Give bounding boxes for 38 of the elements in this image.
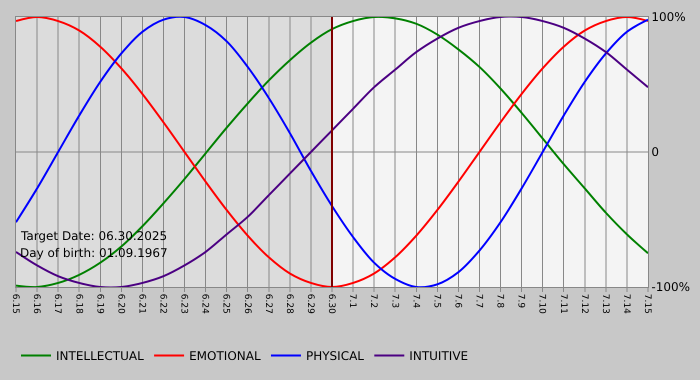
x-tick-label: 6.15 <box>10 294 20 314</box>
x-tick-label: 6.23 <box>178 294 189 314</box>
x-tick-label: 6.30 <box>326 294 336 314</box>
x-tick-label: 6.24 <box>200 294 210 314</box>
legend-label: PHYSICAL <box>306 349 364 364</box>
x-tick-label: 6.26 <box>242 294 252 314</box>
x-tick-label: 6.29 <box>305 294 316 314</box>
legend-label: INTUITIVE <box>409 349 468 364</box>
x-tick-label: 6.17 <box>52 294 62 314</box>
x-tick-label: 7.8 <box>494 294 505 308</box>
x-tick-label: 6.27 <box>262 294 273 314</box>
x-tick-label: 6.19 <box>94 294 104 314</box>
x-tick-label: 7.3 <box>389 294 400 308</box>
y-tick-label: 100% <box>651 10 686 24</box>
x-tick-label: 7.11 <box>558 294 568 314</box>
x-tick-label: 7.1 <box>347 294 358 308</box>
x-tick-label: 7.7 <box>474 294 484 308</box>
x-tick-label: 6.18 <box>73 294 84 314</box>
x-tick-label: 7.15 <box>642 294 652 314</box>
x-tick-label: 6.21 <box>136 294 146 314</box>
x-tick-label: 6.20 <box>115 294 126 314</box>
x-tick-label: 7.14 <box>621 294 632 314</box>
x-tick-label: 7.2 <box>368 294 378 308</box>
x-tick-label: 7.6 <box>452 294 462 308</box>
x-tick-label: 6.25 <box>220 294 231 314</box>
x-tick-label: 6.16 <box>31 294 42 314</box>
x-tick-label: 7.9 <box>516 294 526 308</box>
x-tick-label: 7.5 <box>431 294 442 308</box>
x-tick-label: 7.13 <box>600 294 610 314</box>
x-tick-label: 6.28 <box>284 294 294 314</box>
y-tick-label: -100% <box>651 280 690 294</box>
x-tick-label: 6.22 <box>158 294 168 314</box>
x-tick-label: 7.12 <box>578 294 589 314</box>
x-tick-label: 7.10 <box>536 294 547 314</box>
legend-label: INTELLECTUAL <box>56 349 144 364</box>
y-tick-label: 0 <box>651 145 660 160</box>
legend-label: EMOTIONAL <box>189 349 261 364</box>
x-tick-label: 7.4 <box>410 294 420 308</box>
